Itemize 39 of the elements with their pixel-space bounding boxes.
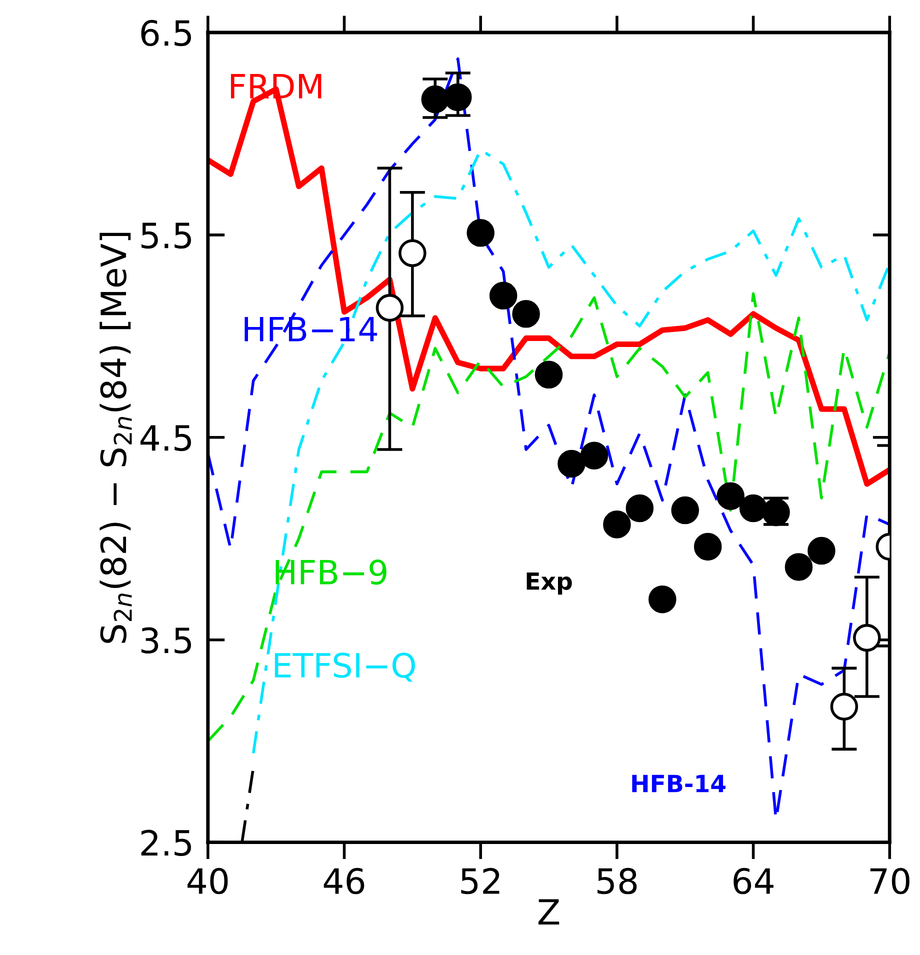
point xyxy=(694,532,722,561)
point xyxy=(716,482,744,510)
point xyxy=(466,219,494,247)
point xyxy=(444,83,472,112)
y-tick-label: 5.5 xyxy=(141,222,191,249)
x-tick-label: 46 xyxy=(324,868,364,894)
point xyxy=(830,692,858,721)
series-label: HFB−14 xyxy=(244,317,378,342)
x-axis-title: Z xyxy=(538,899,560,925)
y-tick-label: 3.5 xyxy=(141,627,191,654)
point xyxy=(784,553,813,581)
point xyxy=(626,494,654,522)
point xyxy=(671,496,700,524)
point xyxy=(603,510,631,538)
y-tick-label: 2.5 xyxy=(141,830,191,856)
point xyxy=(648,585,676,614)
point xyxy=(489,282,518,310)
x-tick-label: 64 xyxy=(734,868,774,894)
point xyxy=(580,442,608,470)
series-label: ETFSI−Q xyxy=(274,652,415,682)
point xyxy=(558,450,586,478)
line-series xyxy=(208,292,890,742)
point xyxy=(512,300,540,328)
x-tick-label: 52 xyxy=(461,868,500,894)
x-tick-label: 58 xyxy=(598,868,637,894)
text: Exp xyxy=(526,572,572,595)
annotation: HFB-14 xyxy=(632,774,726,792)
point xyxy=(853,624,881,652)
x-tick-label: 40 xyxy=(188,868,228,894)
y-axis-title: S$_{2n}$(82) − S$_{2n}$(84) [MeV] xyxy=(100,232,132,643)
point xyxy=(534,360,563,389)
y-tick-label: 4.5 xyxy=(140,425,191,452)
point xyxy=(421,85,450,114)
x-tick-label: 70 xyxy=(870,868,910,894)
point xyxy=(739,494,768,522)
point xyxy=(376,294,404,322)
point xyxy=(398,239,426,268)
point xyxy=(808,536,836,565)
y-tick-label: 6.5 xyxy=(141,20,191,46)
